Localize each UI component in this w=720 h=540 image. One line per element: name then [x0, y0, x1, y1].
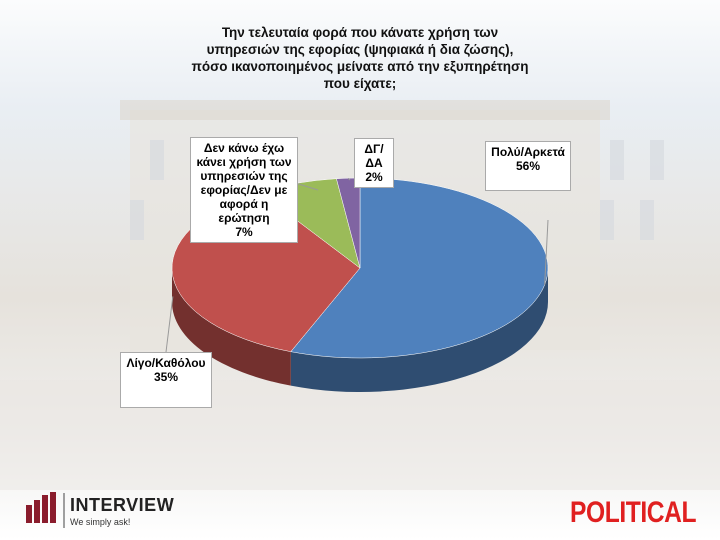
label-value: 35% — [153, 370, 179, 384]
label-value: 2% — [365, 170, 383, 184]
logo-political: POLITICAL — [570, 496, 697, 529]
label-name: ΔΓ/ΔΑ — [364, 142, 384, 170]
data-label: Δεν κάνω έχω κάνει χρήση των υπηρεσιών τ… — [190, 137, 298, 243]
logo-tagline: We simply ask! — [70, 517, 131, 527]
label-name: Λίγο/Καθόλου — [126, 356, 206, 370]
logo-interview: INTERVIEW — [70, 495, 175, 515]
label-value: 56% — [515, 159, 541, 173]
slice-side — [290, 268, 548, 393]
leader-line — [544, 219, 549, 285]
slice-side — [172, 268, 291, 386]
data-label: Λίγο/Καθόλου 35% — [120, 352, 212, 408]
data-label: Πολύ/Αρκετά 56% — [485, 141, 571, 191]
label-value: 7% — [235, 225, 253, 239]
label-name: Δεν κάνω έχω κάνει χρήση των υπηρεσιών τ… — [196, 141, 292, 225]
leader-line — [296, 182, 319, 191]
leader-line — [347, 177, 351, 181]
leader-line — [165, 296, 174, 353]
chart-title: Την τελευταία φορά που κάνατε χρήση των … — [191, 25, 529, 91]
label-name: Πολύ/Αρκετά — [491, 145, 565, 159]
data-label: ΔΓ/ΔΑ 2% — [354, 138, 394, 188]
